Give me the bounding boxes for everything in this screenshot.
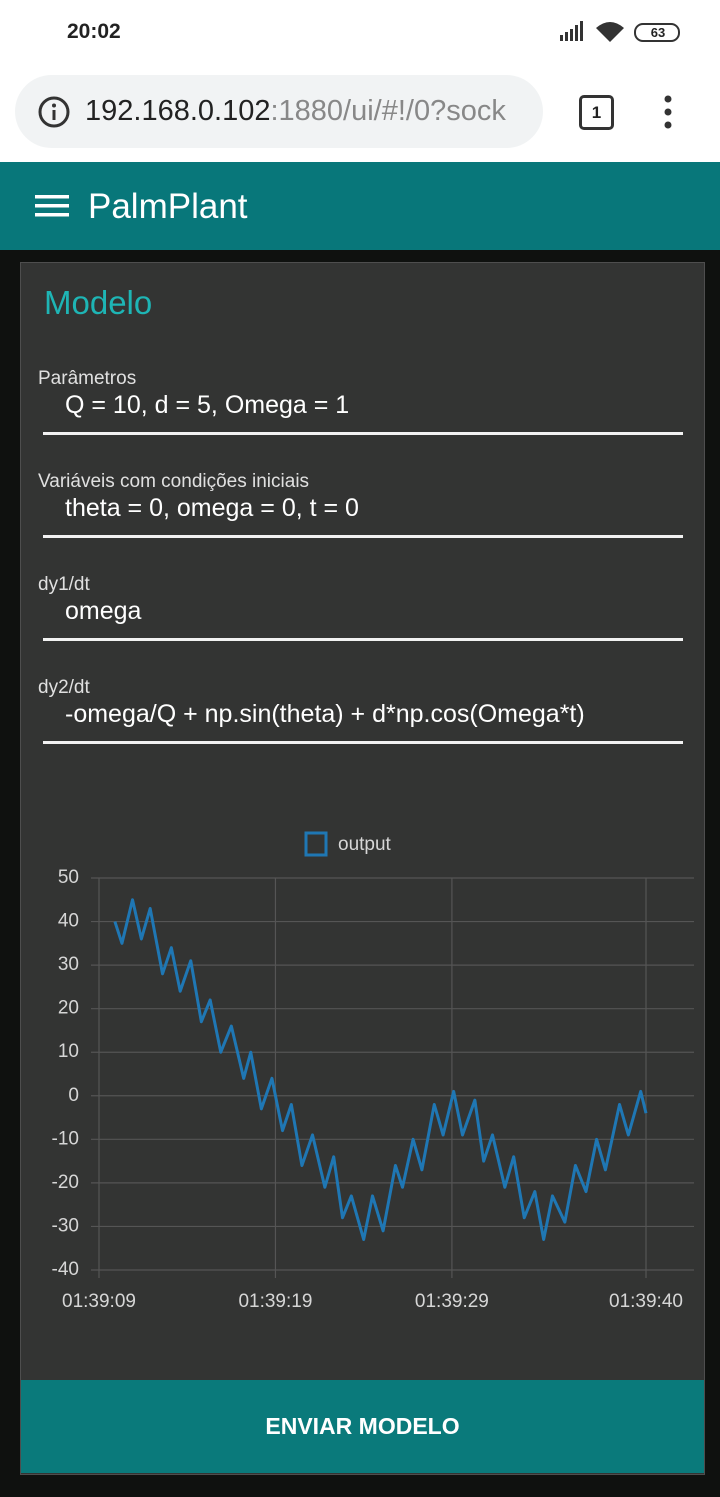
- browser-toolbar: 192.168.0.102:1880/ui/#!/0?sock 1: [0, 62, 720, 162]
- clock: 20:02: [67, 20, 121, 43]
- field-value[interactable]: omega: [65, 597, 142, 625]
- app-bar: PalmPlant: [0, 162, 720, 250]
- field-label: Parâmetros: [38, 368, 137, 389]
- app-title: PalmPlant: [88, 187, 248, 226]
- field-underline: [43, 432, 683, 435]
- field-underline: [43, 535, 683, 538]
- field-underline: [43, 638, 683, 641]
- field-label: dy2/dt: [38, 677, 90, 698]
- info-icon: [38, 96, 70, 128]
- field-value[interactable]: Q = 10, d = 5, Omega = 1: [65, 391, 350, 419]
- status-bar: 20:02 63: [0, 0, 720, 62]
- status-icons: [560, 21, 680, 42]
- hamburger-menu[interactable]: [35, 195, 69, 219]
- url-host: 192.168.0.102: [85, 95, 271, 127]
- field-value[interactable]: theta = 0, omega = 0, t = 0: [65, 494, 359, 522]
- battery-level: 63: [650, 25, 666, 40]
- card-title: Modelo: [44, 284, 153, 321]
- card: Modelo Parâmetros Q = 10, d = 5, Omega = …: [20, 262, 705, 1475]
- menu-button[interactable]: [660, 94, 676, 130]
- url-path: :1880/ui/#!/0?sock: [270, 95, 506, 127]
- tab-count[interactable]: 1: [579, 95, 614, 130]
- submit-button[interactable]: ENVIAR MODELO: [21, 1380, 704, 1473]
- field-label: dy1/dt: [38, 574, 90, 595]
- field-label: Variáveis com condições iniciais: [38, 471, 310, 492]
- address-bar[interactable]: 192.168.0.102:1880/ui/#!/0?sock: [15, 75, 543, 148]
- field-underline: [43, 741, 683, 744]
- field-value[interactable]: -omega/Q + np.sin(theta) + d*np.cos(Omeg…: [65, 700, 585, 728]
